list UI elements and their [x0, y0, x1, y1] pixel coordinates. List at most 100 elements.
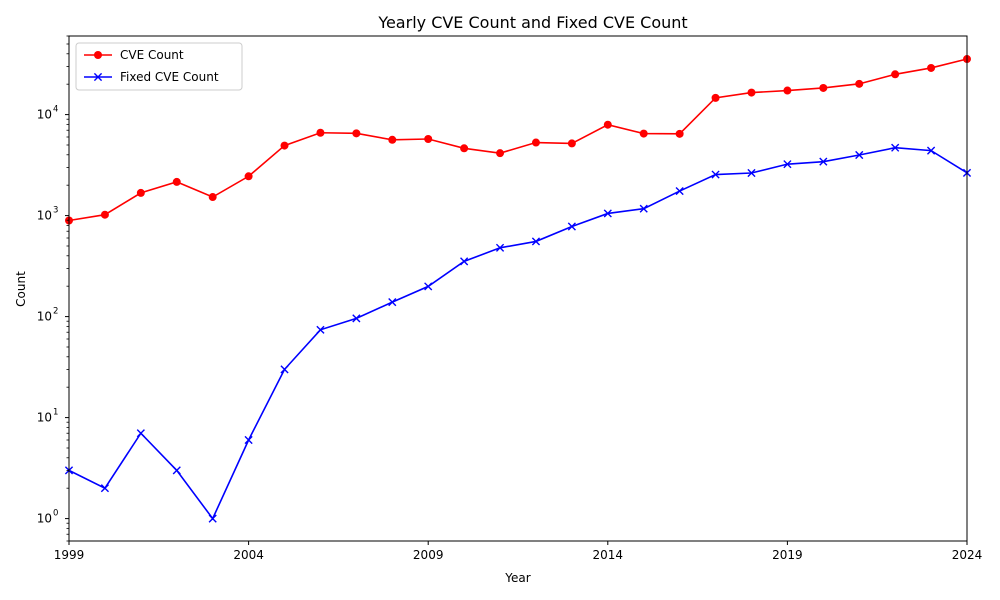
data-point-stroke — [280, 365, 289, 374]
data-point-stroke — [747, 168, 756, 178]
data-point-stroke — [819, 157, 828, 166]
legend-item: Fixed CVE Count — [84, 70, 219, 84]
data-point — [208, 514, 217, 523]
data-point — [531, 237, 541, 246]
y-tick-label: 10 — [37, 310, 52, 324]
data-point-stroke — [172, 466, 181, 475]
y-tick-label: 10 — [37, 512, 52, 526]
data-point-stroke — [675, 186, 684, 196]
data-point — [926, 146, 936, 155]
data-point — [855, 150, 864, 160]
data-point-stroke — [926, 146, 936, 155]
data-point-stroke — [711, 170, 720, 179]
data-point — [388, 135, 397, 144]
data-point — [567, 139, 576, 148]
series-2 — [64, 143, 972, 523]
data-point — [424, 282, 433, 291]
data-point-stroke — [855, 150, 864, 160]
data-point — [639, 204, 648, 213]
series-1 — [65, 55, 971, 225]
legend-label: Fixed CVE Count — [120, 70, 219, 84]
series-line — [68, 146, 968, 521]
series-line — [68, 58, 968, 222]
data-point — [352, 129, 361, 138]
data-point — [208, 193, 217, 202]
data-point — [388, 298, 397, 307]
x-axis: 1999 2004 2009 2014 2019 2024 — [54, 541, 982, 562]
data-point — [496, 149, 505, 158]
y-axis-label: Count — [14, 271, 28, 307]
data-point — [711, 93, 720, 102]
y-tick-exponent: 2 — [53, 307, 58, 317]
data-point-stroke — [352, 314, 361, 323]
data-point — [927, 63, 936, 72]
data-point — [172, 466, 181, 475]
data-point — [891, 70, 900, 79]
data-point — [100, 210, 109, 219]
data-point-stroke — [891, 143, 900, 152]
legend-label: CVE Count — [120, 48, 184, 62]
data-point-stroke — [531, 237, 541, 246]
data-point-stroke — [424, 282, 433, 291]
data-point — [567, 222, 576, 231]
data-point — [280, 141, 289, 150]
x-axis-label: Year — [504, 571, 530, 585]
data-point — [819, 83, 828, 92]
data-point-stroke — [567, 222, 576, 231]
data-point — [136, 429, 145, 438]
data-point — [675, 186, 684, 196]
data-point — [100, 484, 110, 493]
data-point-stroke — [316, 325, 325, 334]
data-point — [460, 144, 469, 153]
data-point — [531, 138, 540, 147]
legend-marker — [94, 51, 102, 59]
data-point-stroke — [100, 484, 110, 493]
y-tick-exponent: 3 — [53, 206, 58, 216]
y-tick-exponent: 0 — [53, 509, 58, 519]
x-tick-label: 1999 — [54, 548, 85, 562]
data-point — [783, 86, 792, 95]
data-point — [675, 129, 684, 138]
legend-item: CVE Count — [84, 48, 184, 62]
data-point — [136, 188, 145, 197]
data-point-stroke — [460, 257, 469, 266]
data-point — [639, 129, 648, 138]
legend: CVE Count Fixed CVE Count — [75, 42, 243, 91]
data-point — [783, 160, 792, 169]
y-tick-label: 10 — [37, 108, 52, 122]
y-tick-label: 10 — [37, 209, 52, 223]
data-point — [352, 314, 361, 323]
data-point — [244, 435, 253, 445]
data-point-stroke — [388, 298, 397, 307]
data-point — [424, 135, 433, 144]
data-point — [316, 325, 325, 334]
data-point — [603, 209, 612, 218]
data-point — [316, 128, 325, 137]
data-point — [244, 172, 253, 181]
y-tick-exponent: 4 — [53, 105, 58, 115]
x-tick-label: 2009 — [413, 548, 444, 562]
data-point-stroke — [136, 429, 145, 438]
x-tick-label: 2019 — [772, 548, 803, 562]
data-point-stroke — [495, 243, 505, 252]
x-tick-label: 2014 — [593, 548, 624, 562]
plot-frame — [68, 35, 968, 542]
data-point-stroke — [603, 209, 612, 218]
data-point — [855, 79, 864, 88]
data-point-stroke — [208, 514, 217, 523]
y-tick-label: 10 — [37, 411, 52, 425]
data-point — [603, 120, 612, 129]
chart-title: Yearly CVE Count and Fixed CVE Count — [377, 13, 687, 32]
data-point — [891, 143, 900, 152]
data-point — [172, 177, 181, 186]
data-point — [280, 365, 289, 374]
data-point — [711, 170, 720, 179]
data-point — [495, 243, 505, 252]
plot-area — [64, 55, 972, 523]
x-tick-label: 2004 — [233, 548, 264, 562]
data-point — [747, 88, 756, 97]
legend-box — [75, 42, 243, 91]
legend-marker — [93, 72, 103, 82]
